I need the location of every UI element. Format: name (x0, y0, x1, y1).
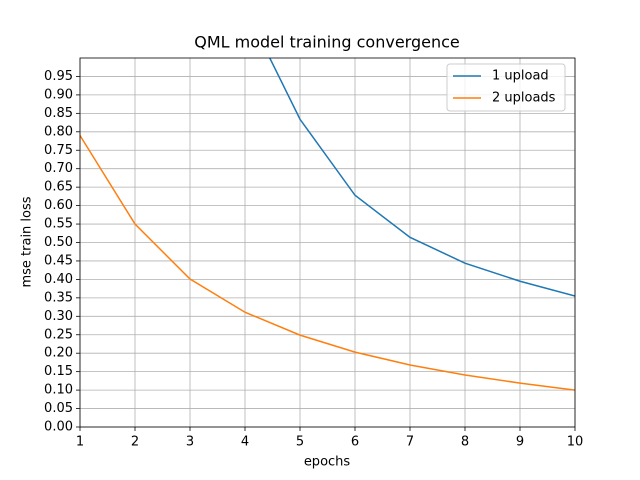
x-tick-label: 6 (351, 435, 359, 450)
y-tick-label: 0.05 (44, 401, 73, 416)
x-tick-label: 3 (186, 435, 194, 450)
x-axis-label: epochs (304, 455, 351, 470)
y-tick-label: 0.55 (44, 217, 73, 232)
y-tick-label: 0.95 (44, 69, 73, 84)
y-tick-label: 0.30 (44, 309, 73, 324)
chart-title: QML model training convergence (194, 33, 460, 52)
x-tick-label: 1 (76, 435, 84, 450)
y-tick-label: 0.00 (44, 420, 73, 435)
y-tick-label: 0.10 (44, 383, 73, 398)
x-tick-label: 2 (131, 435, 139, 450)
y-axis-label: mse train loss (20, 196, 35, 287)
y-tick-label: 0.65 (44, 180, 73, 195)
y-tick-label: 0.25 (44, 327, 73, 342)
y-tick-label: 0.70 (44, 161, 73, 176)
x-tick-label: 8 (461, 435, 469, 450)
y-tick-label: 0.45 (44, 253, 73, 268)
y-tick-label: 0.60 (44, 198, 73, 213)
y-tick-label: 0.50 (44, 235, 73, 250)
legend-label: 1 upload (492, 69, 549, 84)
x-tick-label: 7 (406, 435, 414, 450)
y-tick-label: 0.80 (44, 124, 73, 139)
y-tick-label: 0.40 (44, 272, 73, 287)
y-tick-label: 0.15 (44, 364, 73, 379)
y-tick-label: 0.85 (44, 106, 73, 121)
plot-frame (79, 57, 576, 428)
legend-label: 2 uploads (492, 91, 556, 106)
x-tick-label: 10 (567, 435, 584, 450)
line (80, 135, 575, 391)
y-tick-label: 0.90 (44, 87, 73, 102)
x-tick-label: 4 (241, 435, 249, 450)
y-tick-label: 0.35 (44, 290, 73, 305)
x-tick-label: 9 (516, 435, 524, 450)
x-tick-label: 5 (296, 435, 304, 450)
y-tick-label: 0.20 (44, 346, 73, 361)
line (268, 58, 575, 297)
y-tick-label: 0.75 (44, 143, 73, 158)
